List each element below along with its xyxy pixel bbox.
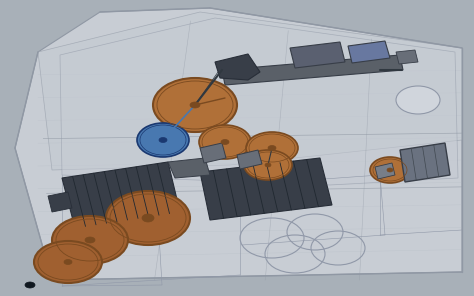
Ellipse shape xyxy=(370,157,410,183)
Ellipse shape xyxy=(34,241,102,283)
Ellipse shape xyxy=(199,125,251,159)
Polygon shape xyxy=(200,158,332,220)
Ellipse shape xyxy=(268,146,276,150)
Ellipse shape xyxy=(387,168,393,172)
Polygon shape xyxy=(62,162,180,228)
Polygon shape xyxy=(348,41,390,63)
Ellipse shape xyxy=(106,191,190,245)
Ellipse shape xyxy=(153,78,237,132)
Polygon shape xyxy=(290,42,345,68)
Ellipse shape xyxy=(265,163,271,167)
Polygon shape xyxy=(38,12,462,170)
Polygon shape xyxy=(237,150,262,169)
Polygon shape xyxy=(15,8,462,280)
Ellipse shape xyxy=(396,86,440,114)
Polygon shape xyxy=(200,143,226,163)
Ellipse shape xyxy=(52,216,128,264)
Polygon shape xyxy=(60,18,458,185)
Polygon shape xyxy=(375,163,395,179)
Polygon shape xyxy=(222,55,403,85)
Ellipse shape xyxy=(142,214,154,222)
Ellipse shape xyxy=(244,150,292,180)
Polygon shape xyxy=(400,143,450,182)
Ellipse shape xyxy=(190,102,200,108)
Ellipse shape xyxy=(159,138,167,142)
Polygon shape xyxy=(215,54,260,80)
Polygon shape xyxy=(168,158,210,178)
Ellipse shape xyxy=(137,123,189,157)
Ellipse shape xyxy=(64,260,72,265)
Ellipse shape xyxy=(246,132,298,164)
Polygon shape xyxy=(396,50,418,64)
Polygon shape xyxy=(48,192,72,212)
Ellipse shape xyxy=(25,282,35,288)
Ellipse shape xyxy=(221,139,229,144)
Ellipse shape xyxy=(85,237,95,243)
